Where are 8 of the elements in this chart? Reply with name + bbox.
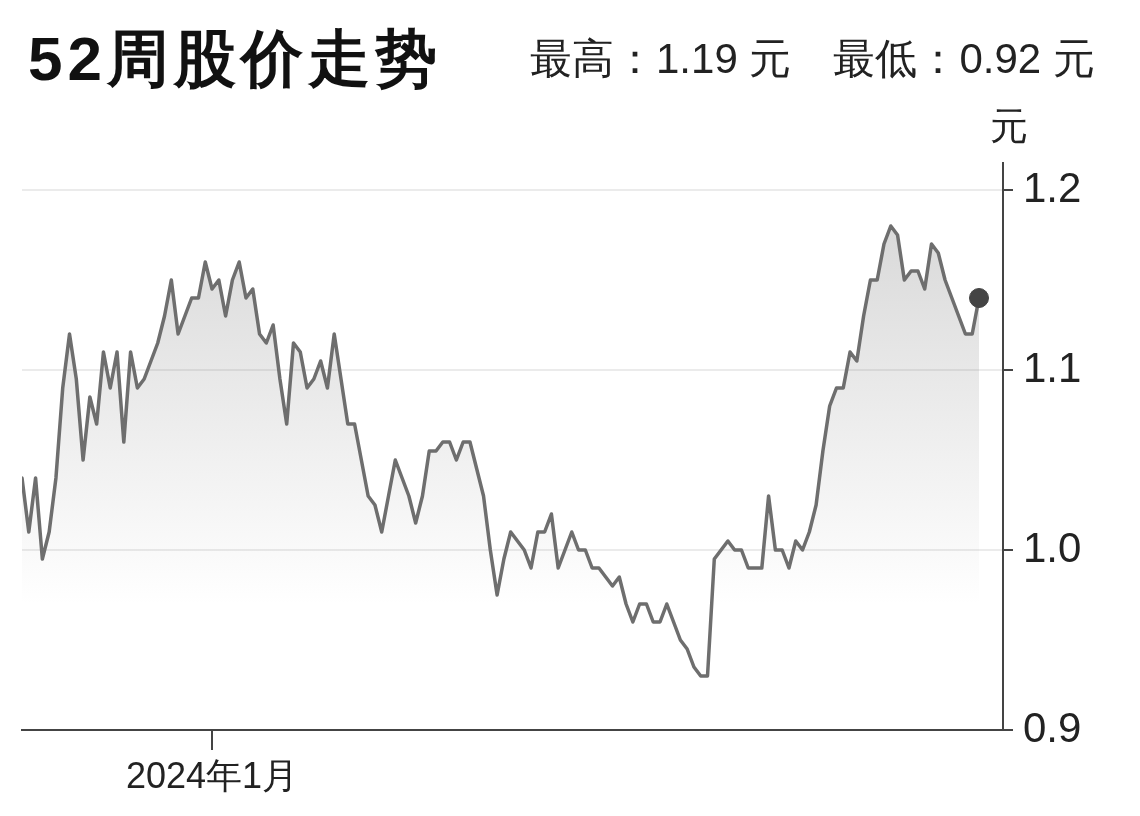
- chart-subtitle: 最高：1.19 元 最低：0.92 元: [530, 35, 1095, 82]
- y-tick-label: 0.9: [1023, 703, 1082, 751]
- y-tick-label: 1.1: [1023, 343, 1082, 391]
- chart-title: 52周股价走势: [28, 24, 442, 93]
- y-tick-label: 1.0: [1023, 523, 1082, 571]
- y-tick-label: 1.2: [1023, 163, 1082, 211]
- y-axis-title: 元: [990, 105, 1028, 147]
- x-tick-label: 2024年1月: [125, 754, 299, 796]
